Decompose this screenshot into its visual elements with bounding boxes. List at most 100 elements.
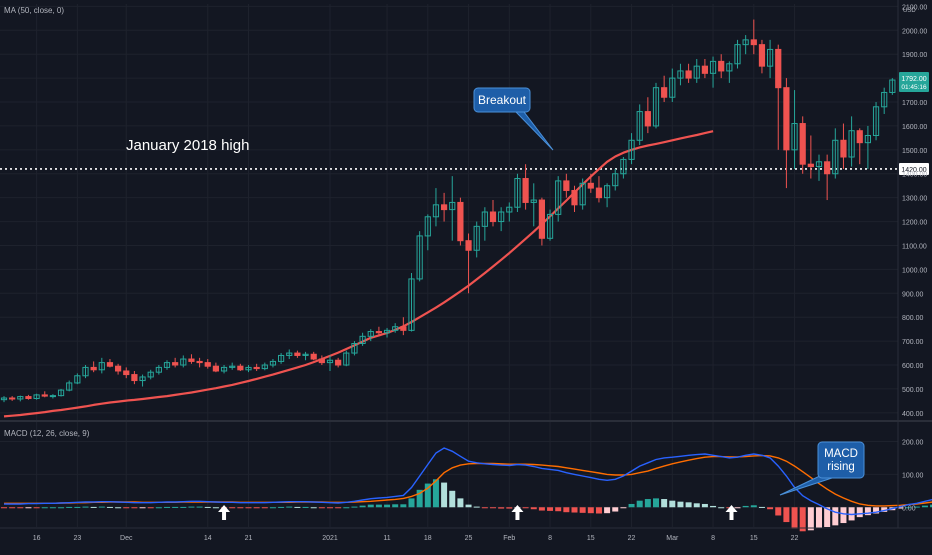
candle — [237, 363, 244, 371]
candle — [367, 329, 374, 342]
histogram-bar — [604, 507, 611, 514]
candle — [758, 39, 766, 74]
histogram-bar — [547, 507, 554, 511]
histogram-bar — [147, 507, 154, 509]
histogram-bar — [661, 499, 668, 508]
main-indicator-label: MA (50, close, 0) — [4, 6, 64, 15]
histogram-bar — [294, 506, 301, 508]
histogram-bar — [669, 500, 676, 508]
candle — [579, 178, 586, 210]
y-tick-label: 1000.00 — [902, 267, 927, 274]
candle-body — [66, 382, 73, 391]
histogram-bar — [335, 507, 342, 509]
candle — [318, 355, 325, 366]
candle — [587, 173, 594, 193]
candle-body — [514, 178, 521, 208]
candle — [66, 380, 73, 392]
histogram-bar — [538, 507, 545, 511]
candle-body — [718, 60, 725, 72]
histogram-bar — [612, 507, 619, 512]
candle-body — [115, 365, 122, 372]
histogram-bar — [628, 503, 635, 508]
candle-body — [383, 329, 391, 334]
histogram-bar — [188, 506, 195, 508]
y-tick-label: 2000.00 — [902, 28, 927, 35]
candle-body — [750, 39, 757, 46]
candle — [278, 353, 285, 364]
candle-body — [840, 139, 847, 158]
histogram-bar — [343, 507, 350, 509]
candle-body — [881, 91, 888, 108]
candle — [335, 357, 342, 368]
candle-body — [147, 371, 154, 378]
histogram-bar — [66, 506, 73, 508]
histogram-bar — [465, 504, 472, 508]
histogram-bar — [807, 507, 814, 531]
histogram-bar — [791, 507, 798, 529]
candle — [180, 355, 187, 368]
y-tick-label: 700.00 — [902, 339, 924, 346]
candle-body — [220, 366, 228, 372]
x-tick-label: 15 — [587, 535, 595, 542]
candle-body — [367, 331, 374, 337]
y-tick-label: 1600.00 — [902, 124, 927, 131]
candle-body — [212, 365, 220, 372]
histogram-bar — [245, 507, 252, 509]
candle — [636, 104, 643, 146]
candle — [432, 188, 440, 227]
histogram-bar — [196, 506, 203, 508]
candle — [661, 75, 668, 103]
macd-callout-label: rising — [827, 461, 854, 473]
candle — [41, 391, 48, 398]
candle-body — [0, 397, 8, 401]
candle — [506, 202, 513, 222]
currency-label: USD — [903, 8, 916, 14]
ma-line — [3, 130, 714, 418]
candle-body — [636, 111, 643, 141]
candle-body — [661, 87, 668, 98]
candle — [131, 370, 138, 385]
candle — [33, 393, 40, 400]
candle — [742, 35, 749, 55]
y-tick-label: 500.00 — [902, 387, 924, 394]
candle-body — [294, 352, 301, 356]
candle — [489, 200, 497, 227]
y-tick-label: 600.00 — [902, 363, 924, 370]
y-tick-label: 1900.00 — [902, 52, 927, 59]
histogram-bar — [620, 507, 627, 509]
histogram-bar — [457, 498, 464, 508]
candle — [261, 362, 268, 371]
histogram-bar — [473, 506, 480, 508]
candle-body — [441, 204, 448, 211]
candle — [196, 357, 203, 368]
histogram-bar — [58, 507, 65, 509]
candle — [840, 123, 847, 169]
candle-body — [278, 354, 285, 362]
histogram-bar — [710, 505, 717, 508]
histogram-bar — [832, 507, 839, 526]
histogram-bar — [408, 498, 415, 508]
histogram-bar — [701, 503, 708, 508]
histogram-bar — [840, 507, 847, 524]
candle — [791, 90, 798, 169]
x-tick-label: 15 — [750, 535, 758, 542]
candle — [343, 350, 350, 367]
candle-body — [522, 178, 529, 203]
candle-body — [457, 201, 464, 242]
candle-body — [237, 365, 244, 371]
candle-body — [481, 211, 488, 227]
candle-body — [473, 225, 480, 251]
histogram-bar — [172, 506, 179, 508]
histogram-bar — [595, 507, 602, 514]
candle-body — [359, 335, 366, 344]
x-tick-label: 23 — [73, 535, 81, 542]
histogram-bar — [212, 507, 219, 509]
candle-body — [449, 201, 456, 211]
candle — [294, 350, 301, 358]
y-tick-label: 1400.00 — [902, 172, 927, 179]
histogram-bar — [530, 507, 537, 510]
up-arrow-icon — [725, 505, 738, 520]
candle-body — [180, 358, 187, 366]
candle — [424, 214, 431, 251]
